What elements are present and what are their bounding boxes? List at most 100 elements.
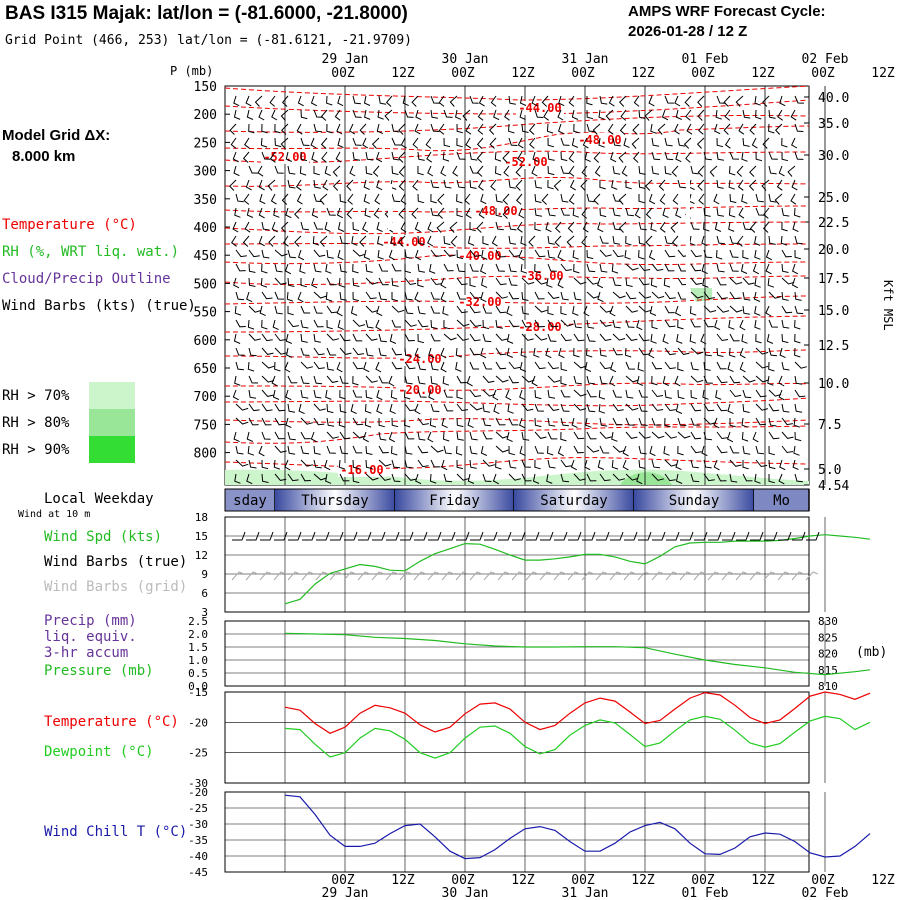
wind-barb	[755, 151, 763, 162]
wind-barb	[441, 417, 448, 429]
wind-barb	[363, 361, 370, 373]
wind-barb	[599, 417, 608, 427]
wind-barb	[573, 403, 587, 411]
wind-barb	[794, 403, 803, 413]
contour-label-bg	[502, 155, 550, 169]
temperature-contour	[224, 349, 810, 359]
wind-barb	[790, 109, 797, 121]
wind-barb	[469, 333, 481, 342]
wind-barb	[261, 291, 273, 300]
wind-barb	[495, 263, 505, 272]
wind-barb	[430, 291, 440, 300]
wind-barb	[417, 361, 427, 371]
wind-barb	[586, 291, 600, 299]
wind-barb	[599, 445, 610, 454]
wind-barb	[469, 361, 480, 370]
wind-barb	[429, 417, 437, 428]
wind-barb	[352, 473, 360, 484]
wind-barb	[300, 417, 313, 425]
wind-barb	[612, 165, 621, 175]
wind-barb	[573, 347, 580, 358]
wind-barb	[662, 333, 669, 345]
wind-barb	[430, 445, 444, 453]
wind-barb	[716, 305, 730, 313]
wind-barb	[362, 137, 369, 149]
wind-barb	[479, 263, 487, 275]
wind-barb	[337, 221, 345, 232]
wind-barb	[365, 333, 378, 341]
wind-barb	[609, 375, 616, 387]
wind-barb	[560, 389, 571, 398]
temperature-contour	[224, 315, 810, 333]
wind-barb	[611, 431, 618, 442]
wind-barb	[737, 179, 744, 191]
wind-barb	[481, 277, 488, 288]
panel-tick-label: 2.5	[188, 615, 208, 628]
wind-barb	[599, 207, 607, 218]
wind-barb	[492, 473, 500, 485]
wind-barb	[488, 123, 497, 135]
wind-barb-grid	[679, 571, 693, 581]
wind-barb	[662, 207, 669, 219]
wind-barb	[508, 277, 518, 286]
wind-barb	[650, 333, 657, 344]
wind-barb	[508, 95, 516, 105]
wind-barb	[716, 137, 724, 148]
wind-barb	[247, 445, 255, 456]
wind-barb	[675, 403, 683, 414]
wind-barb-grid	[707, 571, 721, 581]
wind-barb	[456, 431, 464, 441]
wind-barb	[582, 137, 589, 149]
wind-barb	[560, 459, 572, 468]
wind-barb	[506, 305, 513, 317]
weekday-label: Saturday	[540, 493, 607, 509]
wind-barb	[326, 403, 334, 414]
wind-barb	[280, 109, 289, 121]
wind-barb-true	[792, 531, 806, 541]
bottom-date-label: 29 Jan	[322, 886, 369, 900]
wind-barb	[430, 375, 438, 385]
wind-barb	[547, 333, 557, 342]
wind-barb	[739, 319, 746, 331]
wind-barb	[426, 151, 433, 163]
wind-barb	[781, 151, 789, 162]
wind-barb	[521, 291, 529, 301]
wind-barb	[326, 361, 334, 371]
wind-barb	[768, 474, 775, 484]
wind-barb	[638, 263, 651, 272]
wind-barb	[519, 445, 526, 457]
wind-barb	[271, 109, 278, 121]
pressure-tick-label: 750	[194, 418, 217, 433]
wind-barb	[560, 291, 569, 301]
wind-barb	[313, 193, 323, 203]
wind-barb	[365, 305, 379, 313]
wind-barb	[449, 221, 458, 233]
wind-barb	[300, 445, 310, 455]
wind-barb	[532, 151, 539, 163]
wind-barb	[352, 417, 364, 426]
wind-barb	[261, 347, 274, 355]
bottom-time-tick: 00Z	[811, 873, 835, 888]
wind-barb	[456, 375, 467, 384]
wind-barb	[352, 249, 366, 257]
wind-barb	[781, 445, 794, 454]
wind-barb	[586, 333, 596, 342]
wind-barb	[273, 459, 281, 470]
wind-barb	[478, 179, 484, 191]
wind-barb	[477, 123, 484, 135]
wind-barb	[313, 263, 322, 273]
wind-barb	[404, 109, 414, 118]
wind-barb	[300, 319, 309, 329]
wind-barb	[520, 347, 527, 358]
wind-barb	[703, 431, 712, 441]
panel-tick-label: -40	[188, 850, 208, 863]
wind-barb	[534, 277, 548, 285]
wind-barb	[456, 305, 468, 314]
wind-barb	[326, 207, 336, 216]
wind-barb	[313, 249, 326, 257]
wind-barb	[430, 207, 439, 217]
contour-label: -32.00	[458, 295, 501, 309]
wind-barb	[593, 193, 601, 205]
height-tick-label: 40.0	[818, 91, 849, 106]
wind-barb	[534, 193, 542, 203]
